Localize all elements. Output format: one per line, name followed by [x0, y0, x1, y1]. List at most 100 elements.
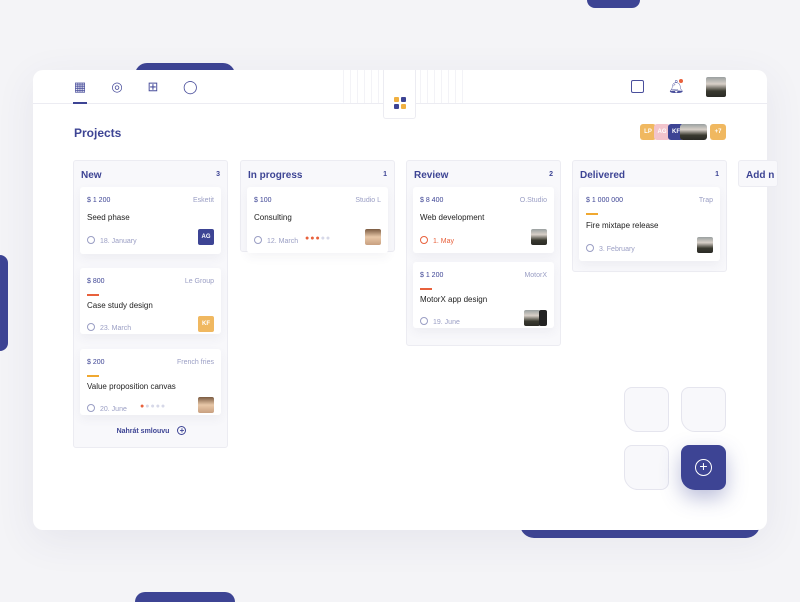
project-name: Case study design: [87, 301, 153, 310]
project-name: Seed phase: [87, 213, 130, 222]
due-date: 20. June: [87, 404, 127, 413]
amount: $ 200: [87, 359, 105, 366]
clock-icon: [87, 404, 95, 412]
more-members-badge[interactable]: +7: [710, 124, 726, 140]
progress-dots: ●●●●●: [305, 235, 332, 242]
assignee-photo[interactable]: [524, 310, 540, 326]
logo[interactable]: [383, 70, 416, 119]
progress-dots: ●●●●●: [140, 403, 167, 410]
date-text: 18. January: [100, 238, 137, 245]
assignee[interactable]: KF: [198, 316, 214, 332]
assignee-photo[interactable]: [531, 229, 547, 245]
decor-tile: [624, 387, 669, 432]
add-project-fab[interactable]: +: [681, 445, 726, 490]
amount: $ 1 000 000: [586, 197, 623, 204]
column-title: Add n: [746, 170, 775, 181]
project-name: Consulting: [254, 213, 292, 222]
date-text: 12. March: [267, 238, 299, 245]
project-name: Fire mixtape release: [586, 221, 659, 230]
column-title: New: [81, 170, 102, 181]
due-date: 12. March: [254, 236, 298, 245]
team-member[interactable]: AG: [654, 124, 670, 140]
app-window: ▦ ◎ ⊞ ◯ 🔔︎ Projects LP AG KF +7 New 3 $ …: [33, 70, 778, 530]
team-member-photo[interactable]: [691, 124, 707, 140]
clock-icon: [586, 244, 594, 252]
client: Esketit: [192, 197, 214, 204]
team-member[interactable]: LP: [640, 124, 656, 140]
board-icon[interactable]: ▦: [73, 79, 87, 94]
bell-icon[interactable]: 🔔︎: [668, 79, 685, 94]
client: MotorX: [524, 272, 547, 279]
date-text: 19. June: [433, 319, 460, 326]
amount: $ 1 200: [87, 197, 111, 204]
assignee-photo[interactable]: [365, 229, 381, 245]
due-date: 18. January: [87, 236, 137, 245]
clock-icon: [254, 236, 262, 244]
client: Studio L: [355, 197, 381, 204]
column-count: 3: [216, 171, 220, 178]
priority-bar: [87, 294, 99, 296]
column-title: Review: [414, 170, 449, 181]
column-review: Review 2 $ 8 400 O.Studio Web developmen…: [406, 160, 561, 346]
amount: $ 8 400: [420, 197, 444, 204]
clock-icon: [87, 236, 95, 244]
due-date: 19. June: [420, 317, 460, 326]
team-icon[interactable]: ◎: [111, 79, 123, 94]
plus-circle-icon: +: [695, 459, 712, 476]
amount: $ 1 200: [420, 272, 444, 279]
assignee-photo[interactable]: [697, 237, 713, 253]
priority-bar: [586, 213, 598, 215]
project-card[interactable]: $ 1 200 MotorX MotorX app design 19. Jun…: [413, 262, 554, 328]
user-avatar[interactable]: [706, 77, 726, 97]
priority-bar: [420, 288, 432, 290]
priority-bar: [87, 375, 99, 377]
assignee[interactable]: AG: [198, 229, 214, 245]
add-column-button[interactable]: Add n: [738, 160, 778, 187]
column-count: 1: [715, 171, 719, 178]
decor-blob: [587, 0, 640, 8]
upload-label: Nahrát smlouvu: [116, 428, 170, 435]
column-in-progress: In progress 1 $ 100 Studio L Consulting …: [240, 160, 395, 253]
decor-blob: [0, 255, 8, 351]
client: Trap: [698, 197, 713, 204]
assignee-photo[interactable]: [198, 397, 214, 413]
amount: $ 800: [87, 278, 105, 285]
column-count: 2: [549, 171, 553, 178]
due-date: 23. March: [87, 323, 131, 332]
project-name: Web development: [420, 213, 485, 222]
column-title: Delivered: [580, 170, 626, 181]
upload-contract-button[interactable]: Nahrát smlouvu +: [74, 426, 229, 435]
active-tab-indicator: [73, 102, 87, 104]
date-text: 20. June: [100, 406, 127, 413]
column-title: In progress: [248, 170, 303, 181]
decor-tile: [624, 445, 669, 490]
clock-icon: [87, 323, 95, 331]
column-count: 1: [383, 171, 387, 178]
clock-icon: [420, 236, 428, 244]
column-new: New 3 $ 1 200 Esketit Seed phase 18. Jan…: [73, 160, 228, 448]
due-date: 3. February: [586, 244, 635, 253]
page-title: Projects: [74, 126, 122, 140]
project-card[interactable]: $ 8 400 O.Studio Web development 1. May: [413, 187, 554, 253]
project-card[interactable]: $ 1 200 Esketit Seed phase 18. January A…: [80, 187, 221, 254]
notification-dot: [679, 79, 683, 83]
client: Le Group: [184, 278, 214, 285]
client: O.Studio: [519, 197, 547, 204]
chat-icon[interactable]: ◯: [183, 79, 198, 94]
settings-icon[interactable]: ⊞: [147, 79, 159, 94]
project-name: MotorX app design: [420, 295, 488, 304]
plus-circle-icon: +: [177, 426, 187, 435]
project-card[interactable]: $ 100 Studio L Consulting 12. March ●●●●…: [247, 187, 388, 253]
decor-blob: [135, 592, 235, 602]
project-card[interactable]: $ 1 000 000 Trap Fire mixtape release 3.…: [579, 187, 720, 261]
calendar-note-icon[interactable]: [631, 80, 644, 93]
column-delivered: Delivered 1 $ 1 000 000 Trap Fire mixtap…: [572, 160, 727, 272]
project-card[interactable]: $ 800 Le Group Case study design 23. Mar…: [80, 268, 221, 334]
project-card[interactable]: $ 200 French fries Value proposition can…: [80, 349, 221, 415]
due-date-overdue: 1. May: [420, 236, 454, 245]
amount: $ 100: [254, 197, 272, 204]
date-text: 3. February: [599, 246, 635, 253]
assignee-photo[interactable]: [539, 310, 547, 326]
date-text: 23. March: [100, 325, 132, 332]
client: French fries: [177, 359, 214, 366]
